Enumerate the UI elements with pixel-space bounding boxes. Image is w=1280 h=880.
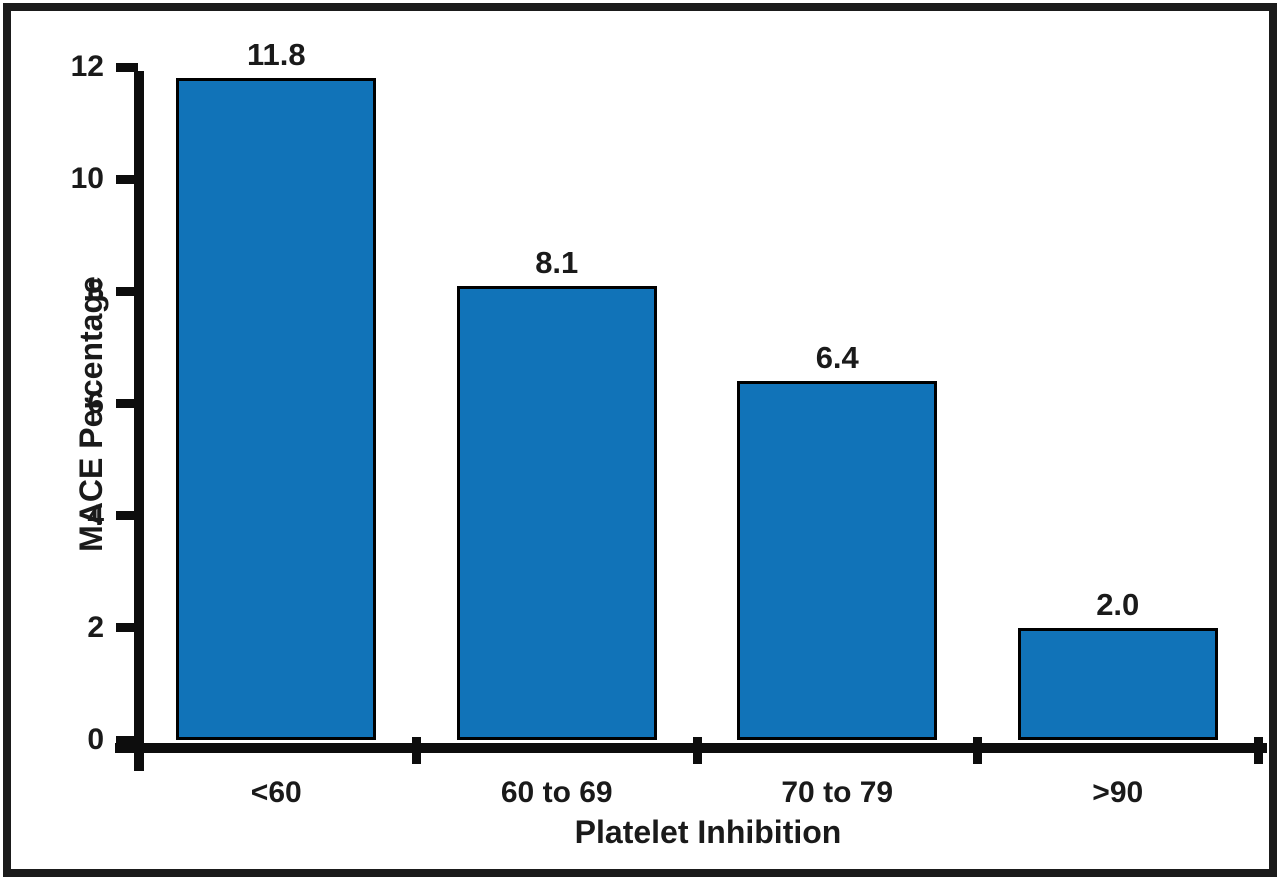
y-tick-label: 4 [87,498,104,532]
y-tick-label: 2 [87,610,104,644]
y-axis-title: MACE Percentage [73,276,109,552]
x-category-label: <60 [250,776,302,809]
bar-value-label: 2.0 [1096,586,1140,622]
y-axis-line [134,71,144,771]
bar [1017,627,1218,740]
y-tick-label: 10 [70,162,104,196]
y-tick-label: 6 [87,386,104,420]
bar-value-label: 8.1 [535,244,579,280]
y-tick [116,735,138,745]
x-category-label: 60 to 69 [500,776,613,809]
x-axis-line [115,743,1267,753]
y-tick [116,399,138,408]
x-axis-title: Platelet Inhibition [574,814,842,850]
y-tick [116,511,138,521]
x-category-label: 70 to 79 [781,776,894,809]
y-tick [116,62,138,72]
bar [176,78,377,740]
bar-value-label: 11.8 [246,37,306,73]
y-tick [116,174,138,184]
y-tick [116,286,138,296]
y-tick-label: 8 [87,274,104,308]
bar [456,285,657,740]
y-tick-label: 12 [70,50,104,83]
y-tick-label: 0 [87,723,104,756]
bar-value-label: 6.4 [815,340,859,376]
y-tick [116,623,138,633]
plot-area: 0 2 4 6 8 10 12 11.8 <60 8.1 60 to 69 6.4 70 to 79 2.… [11,11,1269,869]
bar [737,381,938,740]
x-category-label: >90 [1092,776,1144,809]
chart-outer-frame: 0 2 4 6 8 10 12 11.8 <60 8.1 60 to 69 6.4 70 to 79 2.… [3,3,1277,877]
